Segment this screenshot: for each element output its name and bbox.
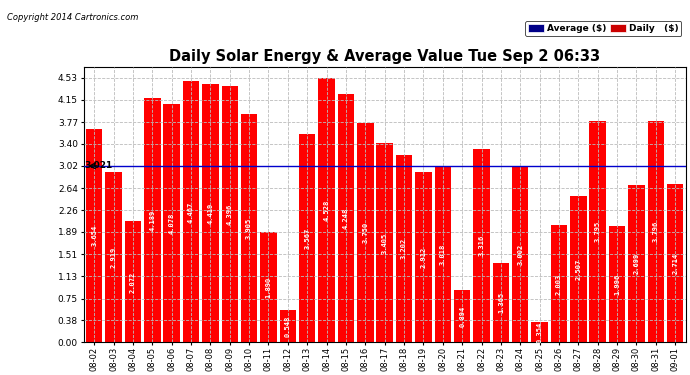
Bar bbox=[144, 98, 161, 342]
Text: 4.078: 4.078 bbox=[168, 213, 175, 234]
Text: 3.021: 3.021 bbox=[0, 374, 1, 375]
Bar bbox=[396, 155, 412, 342]
Bar bbox=[667, 184, 683, 342]
Text: 1.996: 1.996 bbox=[614, 273, 620, 295]
Text: 4.528: 4.528 bbox=[324, 200, 330, 221]
Text: 3.202: 3.202 bbox=[401, 238, 407, 260]
Bar bbox=[183, 81, 199, 342]
Bar bbox=[435, 166, 451, 342]
Text: 3.795: 3.795 bbox=[595, 221, 601, 242]
Text: 2.714: 2.714 bbox=[672, 252, 678, 274]
Bar bbox=[473, 148, 490, 342]
Text: 3.018: 3.018 bbox=[440, 244, 446, 265]
Text: 3.316: 3.316 bbox=[478, 235, 484, 256]
Bar bbox=[551, 225, 567, 342]
Text: 2.912: 2.912 bbox=[420, 247, 426, 268]
Text: 2.003: 2.003 bbox=[556, 273, 562, 294]
Text: 4.467: 4.467 bbox=[188, 201, 194, 222]
Bar bbox=[164, 104, 180, 342]
Bar bbox=[609, 226, 625, 342]
Text: 2.919: 2.919 bbox=[110, 246, 117, 268]
Text: 3.750: 3.750 bbox=[362, 222, 368, 243]
Bar bbox=[454, 290, 471, 342]
Bar bbox=[415, 172, 432, 342]
Bar bbox=[202, 84, 219, 342]
Text: 1.365: 1.365 bbox=[498, 292, 504, 313]
Title: Daily Solar Energy & Average Value Tue Sep 2 06:33: Daily Solar Energy & Average Value Tue S… bbox=[169, 49, 600, 64]
Text: 3.905: 3.905 bbox=[246, 218, 252, 239]
Text: 3.654: 3.654 bbox=[91, 225, 97, 246]
Bar bbox=[106, 172, 121, 342]
Bar bbox=[531, 322, 548, 342]
Text: 1.890: 1.890 bbox=[266, 277, 271, 298]
Bar bbox=[357, 123, 373, 342]
Bar bbox=[86, 129, 102, 342]
Bar bbox=[570, 196, 586, 342]
Bar bbox=[279, 310, 296, 342]
Bar bbox=[337, 94, 354, 342]
Bar bbox=[377, 144, 393, 342]
Text: 3.567: 3.567 bbox=[304, 228, 310, 249]
Bar bbox=[589, 121, 606, 342]
Text: 4.419: 4.419 bbox=[208, 203, 213, 224]
Bar bbox=[260, 232, 277, 342]
Text: 2.507: 2.507 bbox=[575, 258, 582, 280]
Bar bbox=[628, 185, 644, 342]
Text: 2.699: 2.699 bbox=[633, 253, 640, 274]
Text: 3.002: 3.002 bbox=[518, 244, 523, 266]
Text: 4.248: 4.248 bbox=[343, 208, 349, 229]
Bar bbox=[493, 262, 509, 342]
Text: 2.072: 2.072 bbox=[130, 271, 136, 292]
Text: 0.354: 0.354 bbox=[537, 321, 542, 343]
Text: 3.021: 3.021 bbox=[84, 161, 112, 170]
Text: 0.548: 0.548 bbox=[285, 316, 291, 337]
Bar bbox=[241, 114, 257, 342]
Text: 4.396: 4.396 bbox=[227, 203, 233, 225]
Bar bbox=[125, 221, 141, 342]
Bar bbox=[648, 121, 664, 342]
Text: Copyright 2014 Cartronics.com: Copyright 2014 Cartronics.com bbox=[7, 13, 138, 22]
Legend: Average ($), Daily   ($): Average ($), Daily ($) bbox=[525, 21, 681, 36]
Bar bbox=[318, 78, 335, 342]
Text: 3.405: 3.405 bbox=[382, 232, 388, 254]
Bar bbox=[299, 134, 315, 342]
Bar bbox=[221, 86, 238, 342]
Bar bbox=[512, 167, 529, 342]
Text: 0.894: 0.894 bbox=[459, 306, 465, 327]
Text: 3.796: 3.796 bbox=[653, 221, 659, 242]
Text: 4.189: 4.189 bbox=[149, 209, 155, 231]
